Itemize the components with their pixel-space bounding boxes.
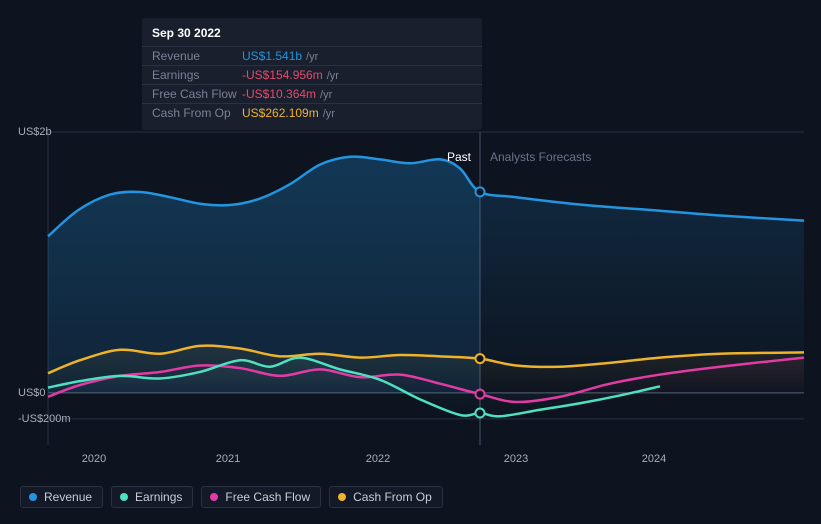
legend-item-revenue[interactable]: Revenue <box>20 486 103 508</box>
legend: Revenue Earnings Free Cash Flow Cash From O… <box>20 486 443 508</box>
tooltip-value: US$1.541b <box>242 49 302 63</box>
tooltip-unit: /yr <box>320 89 332 101</box>
x-axis-label: 2022 <box>366 453 390 465</box>
legend-label: Revenue <box>44 490 92 504</box>
hover-tooltip: Sep 30 2022 RevenueUS$1.541b/yrEarnings-… <box>142 18 482 130</box>
tooltip-unit: /yr <box>327 70 339 82</box>
tooltip-date: Sep 30 2022 <box>142 26 482 47</box>
legend-label: Cash From Op <box>353 490 432 504</box>
tooltip-label: Earnings <box>152 68 242 82</box>
tooltip-label: Revenue <box>152 49 242 63</box>
legend-item-free-cash-flow[interactable]: Free Cash Flow <box>201 486 321 508</box>
tooltip-value: -US$154.956m <box>242 68 323 82</box>
legend-dot-icon <box>338 493 346 501</box>
y-axis-label: US$0 <box>18 387 821 399</box>
legend-label: Free Cash Flow <box>225 490 310 504</box>
x-axis-label: 2021 <box>216 453 240 465</box>
tooltip-row: Cash From OpUS$262.109m/yr <box>142 104 482 122</box>
x-axis-label: 2023 <box>504 453 528 465</box>
financials-chart: Past Analysts Forecasts US$2bUS$0-US$200… <box>0 0 821 524</box>
tooltip-value: US$262.109m <box>242 106 319 120</box>
legend-item-cash-from-op[interactable]: Cash From Op <box>329 486 443 508</box>
tooltip-unit: /yr <box>306 51 318 63</box>
tooltip-label: Cash From Op <box>152 106 242 120</box>
legend-item-earnings[interactable]: Earnings <box>111 486 193 508</box>
tooltip-row: Free Cash Flow-US$10.364m/yr <box>142 85 482 104</box>
legend-dot-icon <box>29 493 37 501</box>
tooltip-unit: /yr <box>323 108 335 120</box>
legend-dot-icon <box>120 493 128 501</box>
x-axis-label: 2024 <box>642 453 666 465</box>
legend-dot-icon <box>210 493 218 501</box>
tooltip-row: RevenueUS$1.541b/yr <box>142 47 482 66</box>
period-label-forecast: Analysts Forecasts <box>490 150 591 164</box>
tooltip-value: -US$10.364m <box>242 87 316 101</box>
legend-label: Earnings <box>135 490 182 504</box>
tooltip-row: Earnings-US$154.956m/yr <box>142 66 482 85</box>
period-label-past: Past <box>447 150 471 164</box>
y-axis-label: -US$200m <box>18 413 821 425</box>
tooltip-label: Free Cash Flow <box>152 87 242 101</box>
x-axis-label: 2020 <box>82 453 106 465</box>
